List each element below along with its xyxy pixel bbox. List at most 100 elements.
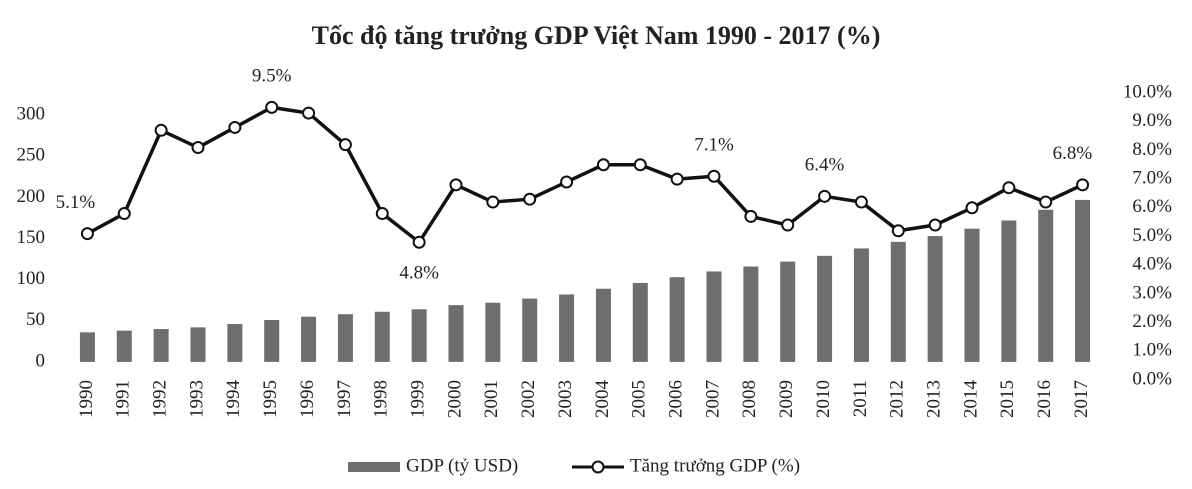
line-marker — [670, 172, 684, 186]
line-marker — [781, 218, 795, 232]
y2-tick-label: 6.0% — [1132, 196, 1172, 217]
x-tick-label: 2015 — [997, 380, 1018, 418]
y-tick-label: 100 — [17, 268, 46, 289]
bar — [153, 329, 169, 362]
x-tick-label: 2004 — [592, 380, 613, 419]
legend-swatch — [591, 460, 605, 474]
y-tick-label: 50 — [26, 309, 45, 330]
y2-tick-label: 2.0% — [1132, 311, 1172, 332]
x-tick-label: 1993 — [186, 380, 207, 418]
chart-title: Tốc độ tăng trưởng GDP Việt Nam 1990 - 2… — [312, 21, 881, 50]
x-tick-label: 2010 — [813, 380, 834, 418]
y-tick-label: 150 — [17, 227, 46, 248]
line-marker — [707, 169, 721, 183]
bar — [669, 277, 685, 362]
x-tick-label: 2009 — [776, 380, 797, 418]
x-tick-label: 1998 — [371, 380, 392, 418]
bar — [853, 248, 869, 362]
bar — [1075, 199, 1091, 362]
y-tick-label: 200 — [17, 186, 46, 207]
x-tick-label: 1990 — [76, 380, 97, 418]
line-marker — [412, 235, 426, 249]
y-tick-label: 300 — [17, 104, 46, 125]
line-marker — [302, 106, 316, 120]
value-label: 6.4% — [805, 155, 845, 176]
bar — [264, 319, 280, 362]
x-tick-label: 2011 — [850, 380, 871, 417]
line-marker — [228, 120, 242, 134]
x-tick-label: 2014 — [960, 380, 981, 419]
line-marker — [744, 209, 758, 223]
bar — [780, 261, 796, 362]
x-tick-label: 2005 — [629, 380, 650, 418]
bar — [595, 288, 611, 362]
y2-tick-label: 1.0% — [1132, 340, 1172, 361]
y-tick-label: 250 — [17, 145, 46, 166]
line-marker — [818, 189, 832, 203]
bar — [964, 228, 980, 362]
line-marker — [596, 158, 610, 172]
x-tick-label: 1999 — [408, 380, 429, 418]
legend-label: Tăng trưởng GDP (%) — [630, 455, 800, 476]
bar — [485, 302, 501, 362]
line-marker — [854, 195, 868, 209]
x-tick-label: 2002 — [518, 380, 539, 418]
line-marker — [633, 158, 647, 172]
line-marker — [965, 201, 979, 215]
x-tick-label: 2012 — [887, 380, 908, 418]
x-tick-label: 2007 — [702, 380, 723, 418]
y-tick-label: 0 — [36, 350, 46, 371]
bar — [116, 330, 132, 362]
bar — [1001, 220, 1017, 362]
x-tick-label: 1995 — [260, 380, 281, 418]
value-label: 4.8% — [399, 263, 439, 284]
line-marker — [338, 138, 352, 152]
x-tick-label: 2016 — [1034, 380, 1055, 418]
x-tick-label: 2008 — [739, 380, 760, 418]
line-marker — [154, 123, 168, 137]
bar — [374, 311, 390, 362]
y2-tick-label: 10.0% — [1123, 81, 1172, 102]
line-marker — [80, 227, 94, 241]
line-marker — [1039, 195, 1053, 209]
line-marker — [375, 207, 389, 221]
y2-tick-label: 7.0% — [1132, 167, 1172, 188]
bar — [337, 314, 353, 362]
legend-label: GDP (tỷ USD) — [406, 455, 518, 476]
x-tick-label: 1992 — [150, 380, 171, 418]
x-tick-label: 2017 — [1071, 380, 1092, 418]
line — [86, 105, 1084, 244]
line-marker — [486, 195, 500, 209]
bar — [79, 332, 95, 362]
bar — [448, 305, 464, 362]
bar — [190, 327, 206, 362]
bar — [559, 294, 575, 362]
x-tick-label: 2006 — [666, 380, 687, 418]
x-tick-label: 1996 — [297, 380, 318, 418]
legend-swatch — [348, 462, 400, 472]
y2-tick-label: 4.0% — [1132, 254, 1172, 275]
bar — [522, 298, 538, 362]
line-marker — [1002, 181, 1016, 195]
bar — [1038, 209, 1054, 362]
bar — [227, 324, 243, 362]
bar — [817, 255, 833, 362]
line-marker — [523, 192, 537, 206]
y2-tick-label: 8.0% — [1132, 139, 1172, 160]
value-label: 9.5% — [252, 66, 292, 87]
bar — [890, 241, 906, 362]
line-marker — [560, 175, 574, 189]
x-tick-label: 2001 — [481, 380, 502, 418]
line-marker — [191, 141, 205, 155]
line-marker — [1076, 178, 1090, 192]
line-marker — [928, 218, 942, 232]
x-tick-label: 2013 — [924, 380, 945, 418]
value-label: 5.1% — [56, 192, 96, 213]
y2-tick-label: 9.0% — [1132, 110, 1172, 131]
y2-tick-label: 0.0% — [1132, 368, 1172, 389]
bar — [301, 316, 317, 362]
value-label: 6.8% — [1053, 143, 1093, 164]
bar — [632, 282, 648, 362]
y2-tick-label: 5.0% — [1132, 225, 1172, 246]
